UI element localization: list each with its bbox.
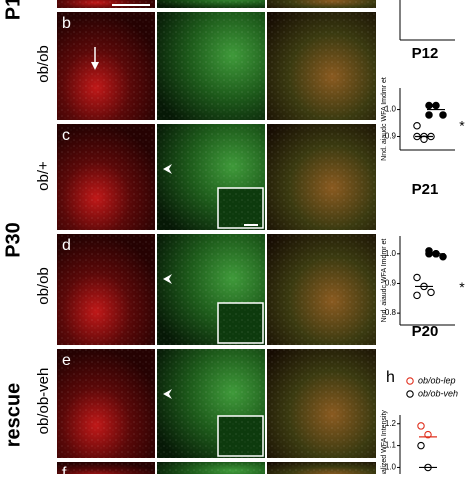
panel-letter: b (62, 15, 71, 32)
y-axis-label: Nnd. aiaudc WFA Imdmr et (381, 239, 388, 323)
y-tick-label: 0.9 (385, 132, 397, 141)
panel-letter: h (386, 369, 395, 386)
plot-label: P12 (412, 45, 439, 62)
stage-label: rescue (2, 383, 24, 448)
data-point (413, 291, 421, 300)
micrograph-texture (267, 349, 376, 458)
plot-bg (378, 0, 474, 474)
micrograph-texture (57, 234, 155, 345)
micrograph-texture (57, 462, 155, 479)
significance: * (459, 118, 465, 134)
y-tick-label: 1.2 (385, 419, 397, 428)
arrowhead (163, 389, 172, 399)
data-point (439, 111, 447, 119)
y-tick-label: 1.0 (385, 105, 397, 114)
legend-marker (406, 377, 414, 385)
micrograph-texture (57, 12, 155, 120)
micrograph-texture (267, 234, 376, 345)
data-point (432, 101, 440, 110)
y-axis-label: Nnd. aiaudc WFA Imdmr et (381, 77, 388, 161)
plot-label: P20 (412, 323, 439, 340)
data-point (413, 121, 421, 130)
y-tick-label: 0.9 (385, 279, 397, 288)
legend-label: ob/ob-lep (418, 375, 456, 385)
plot-label: P21 (412, 181, 439, 198)
labels: b ob/ob c ob/+ d ob/ob e ob/ob-veh f P1 P30 rescue (2, 0, 71, 479)
micrograph-texture (267, 0, 376, 8)
arrow-head (91, 62, 99, 70)
micrograph-texture (157, 12, 265, 120)
inset-texture (218, 416, 263, 456)
arrowhead (163, 274, 172, 284)
inset-texture (218, 188, 263, 228)
y-axis-label: malized WFA Intensity (381, 410, 388, 474)
data-point (417, 422, 425, 430)
panel-letter: d (62, 237, 71, 254)
y-tick-label: 1.1 (385, 441, 397, 450)
micrograph-texture (157, 0, 265, 8)
genotype-label: ob/ob-veh (35, 368, 52, 435)
y-tick-label: 0.8 (385, 308, 397, 317)
stage-label: P1 (2, 0, 24, 20)
inset-texture (218, 303, 263, 343)
data-point (439, 253, 447, 261)
genotype-label: ob/ob (35, 267, 52, 305)
micrograph-texture (267, 12, 376, 120)
micrograph-texture (267, 124, 376, 230)
significance: * (459, 279, 465, 295)
data-point (425, 101, 433, 110)
data-point (417, 441, 425, 450)
data-point (425, 111, 433, 119)
panel-letter: f (62, 465, 67, 474)
micrograph-texture (57, 0, 155, 8)
micrograph-texture (57, 124, 155, 230)
genotype-label: ob/ob (35, 45, 52, 83)
panel-letter: c (62, 127, 70, 144)
micrographs (57, 0, 376, 479)
y-tick-label: 1.0 (385, 463, 397, 472)
arrowhead (163, 164, 172, 174)
genotype-label: ob/+ (35, 161, 52, 191)
legend-marker (406, 390, 414, 398)
legend-label: ob/ob-veh (418, 388, 458, 398)
micrograph-texture (267, 462, 376, 479)
micrograph-texture (57, 349, 155, 458)
panel-letter: e (62, 352, 71, 369)
y-tick-label: 1.0 (385, 249, 397, 258)
data-point (427, 288, 435, 297)
data-point (413, 273, 421, 282)
micrograph-texture (157, 462, 265, 479)
stage-label: P30 (2, 222, 24, 258)
plots: P12 P21 Nnd. aiaudc WFA Imdmr et * 0.9 1.0 P20… (378, 0, 474, 479)
